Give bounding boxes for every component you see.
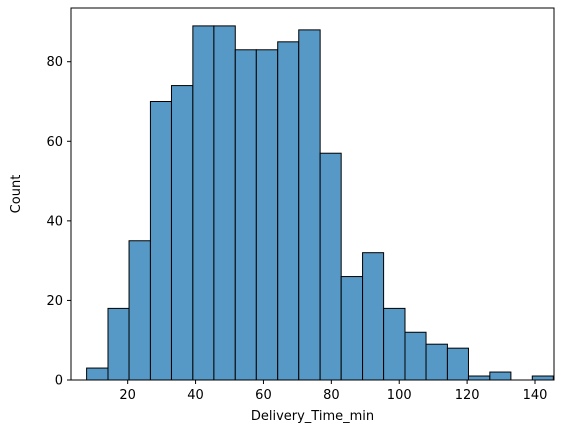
y-axis-label: Count — [9, 175, 24, 214]
x-axis-ticks: 20 40 60 80 100 120 140 — [119, 380, 547, 403]
x-tick-label: 60 — [255, 388, 272, 403]
histogram-bar — [234, 49, 257, 381]
histogram-bar — [149, 100, 172, 381]
histogram-bar — [425, 343, 448, 381]
histogram-bar — [298, 29, 321, 381]
plot-frame — [70, 7, 555, 381]
y-tick-label: 60 — [46, 135, 63, 150]
x-tick-label: 20 — [119, 388, 136, 403]
histogram-bar — [489, 371, 512, 381]
histogram-bar — [255, 49, 279, 381]
x-tick-label: 120 — [455, 388, 480, 403]
histogram-bar — [170, 85, 194, 381]
histogram-bar — [128, 240, 151, 381]
x-tick-label: 80 — [323, 388, 340, 403]
histogram-bar — [277, 41, 300, 381]
y-tick-label: 0 — [55, 374, 63, 389]
histogram-bar — [107, 307, 130, 381]
y-tick-label: 80 — [46, 55, 63, 70]
x-axis-label: Delivery_Time_min — [251, 409, 374, 424]
histogram-bar — [192, 25, 215, 381]
x-tick-label: 140 — [523, 388, 548, 403]
histogram-bar — [467, 375, 491, 381]
histogram-bar — [383, 307, 406, 381]
histogram-bar — [404, 331, 427, 381]
y-axis-ticks: 0 20 40 60 80 — [46, 55, 71, 389]
histogram-bar — [213, 25, 236, 381]
histogram-bar — [86, 367, 109, 381]
x-tick-label: 40 — [187, 388, 204, 403]
y-tick-label: 20 — [46, 294, 63, 309]
histogram-bar — [446, 347, 469, 381]
histogram-bars — [86, 25, 554, 381]
histogram-bar — [362, 252, 385, 381]
histogram-bar — [319, 152, 342, 381]
y-tick-label: 40 — [46, 214, 63, 229]
histogram-bar — [531, 375, 554, 381]
histogram-bar — [340, 276, 364, 381]
x-tick-label: 100 — [387, 388, 412, 403]
